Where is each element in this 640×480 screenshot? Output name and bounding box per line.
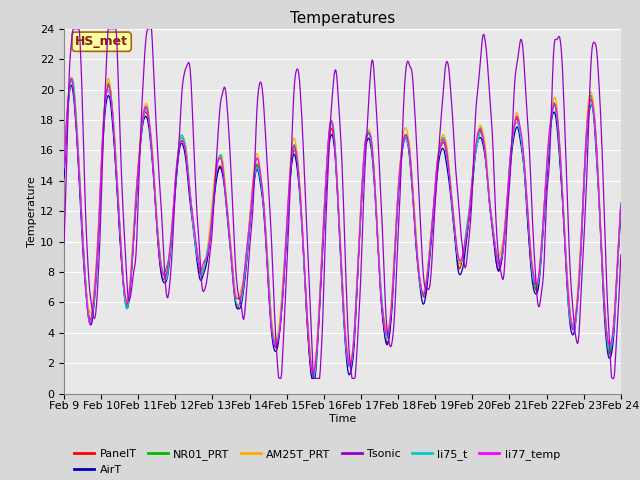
- Text: HS_met: HS_met: [75, 35, 128, 48]
- X-axis label: Time: Time: [329, 414, 356, 424]
- Title: Temperatures: Temperatures: [290, 11, 395, 26]
- Legend: PanelT, AirT, NR01_PRT, AM25T_PRT, Tsonic, li75_t, li77_temp: PanelT, AirT, NR01_PRT, AM25T_PRT, Tsoni…: [70, 445, 564, 479]
- Y-axis label: Temperature: Temperature: [28, 176, 37, 247]
